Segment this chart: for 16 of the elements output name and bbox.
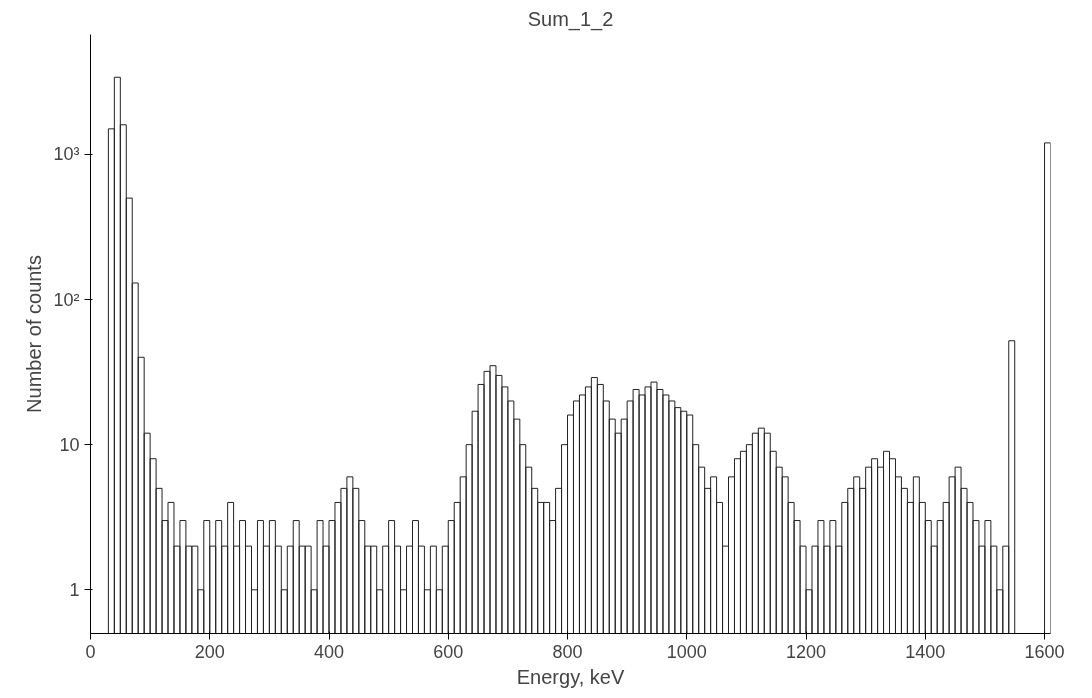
chart-title: Sum_1_2 bbox=[527, 7, 614, 31]
y-axis-title: Number of counts bbox=[23, 255, 46, 413]
y-tick-label: 10³ bbox=[53, 144, 80, 165]
x-tick-label: 1600 bbox=[1024, 641, 1065, 662]
x-tick-label: 0 bbox=[85, 641, 96, 662]
y-tick-label: 10 bbox=[59, 434, 80, 455]
x-axis-title: Energy, keV bbox=[516, 665, 625, 688]
x-tick-label: 200 bbox=[194, 641, 225, 662]
x-tick-label: 1000 bbox=[666, 641, 707, 662]
x-tick-label: 1400 bbox=[905, 641, 946, 662]
x-tick-label: 1200 bbox=[786, 641, 827, 662]
x-tick-label: 600 bbox=[433, 641, 464, 662]
x-tick-label: 400 bbox=[313, 641, 345, 662]
y-tick-label: 10² bbox=[53, 289, 80, 310]
y-tick-label: 1 bbox=[69, 579, 80, 600]
x-tick-label: 800 bbox=[552, 641, 583, 662]
